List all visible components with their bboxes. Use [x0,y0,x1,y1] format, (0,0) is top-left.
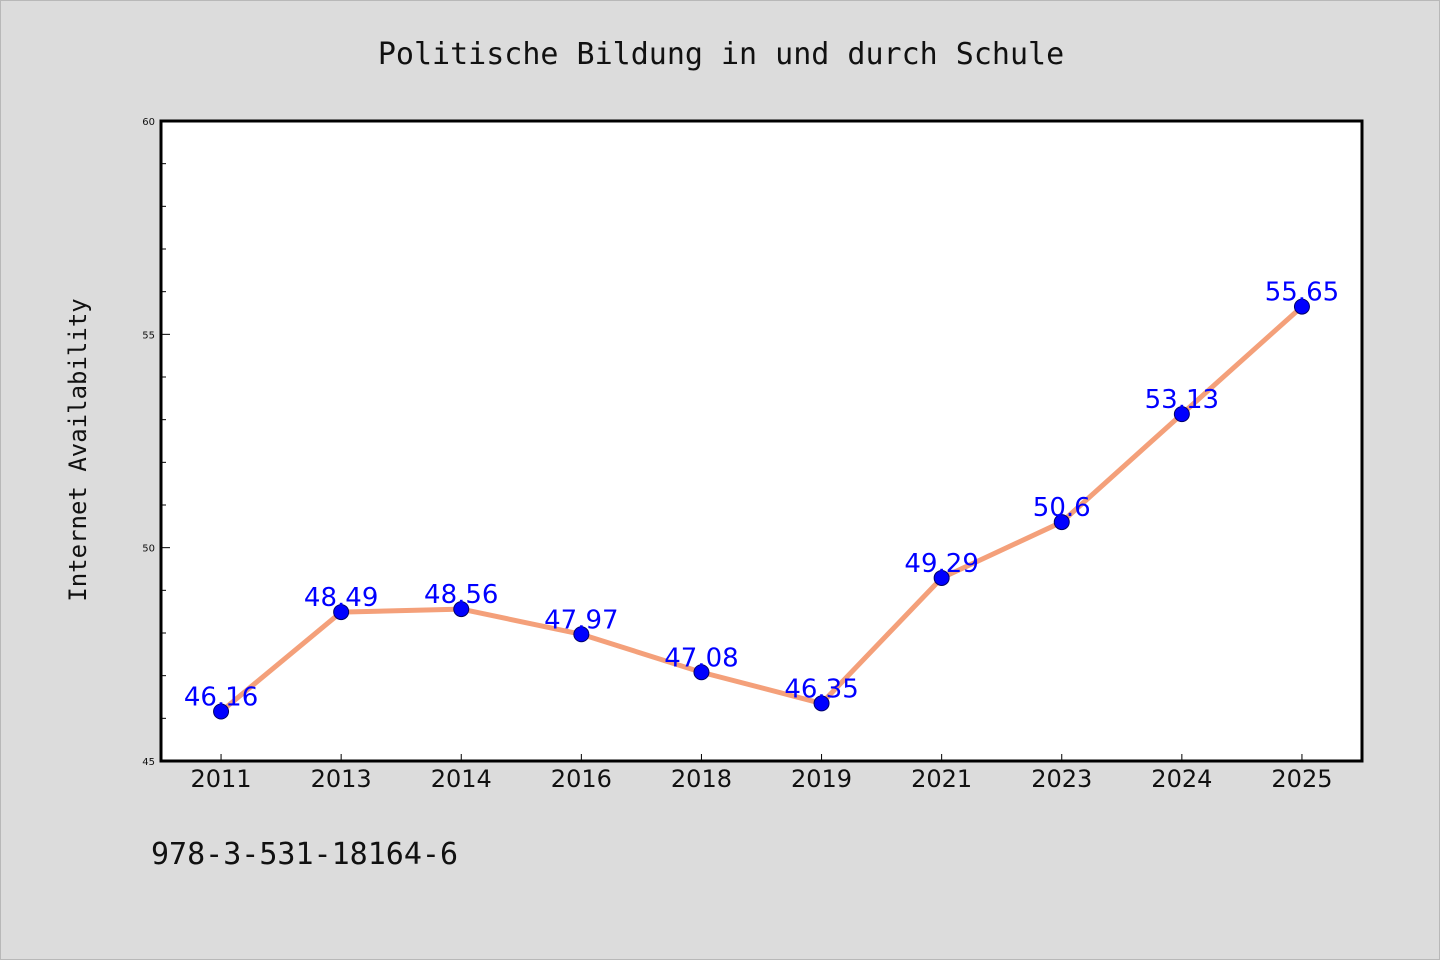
x-tick-label: 2021 [911,765,972,793]
x-tick-label: 2016 [551,765,612,793]
data-label: 47.97 [544,605,618,635]
footnote-isbn: 978-3-531-18164-6 [151,837,458,872]
y-tick-label: 55 [142,330,155,341]
data-point [813,695,830,712]
series-line [218,304,1305,715]
data-label: 47.08 [664,643,738,673]
data-label: 53.13 [1145,385,1219,415]
x-tick-label: 2025 [1271,765,1332,793]
x-tick-label: 2018 [671,765,732,793]
data-point [333,604,350,621]
data-point [1293,298,1310,315]
x-tick-label: 2024 [1151,765,1212,793]
y-tick-label: 50 [142,544,155,555]
plot-area [159,119,1364,763]
data-label: 48.49 [304,583,378,613]
data-point [1173,406,1190,423]
data-point [453,601,470,618]
data-label: 48.56 [424,580,498,610]
series-layer: 46.16 48.49 48.56 47.97 47.08 46.35 49.29 50.6 5… [184,278,1339,720]
chart-title: Politische Bildung in und durch Schule [378,37,1064,72]
y-tick-label: 60 [142,117,155,128]
data-point [933,569,950,586]
data-point [213,703,230,720]
data-label: 49.29 [904,549,978,579]
x-tick-label: 2014 [431,765,492,793]
data-label: 46.35 [784,674,858,704]
y-axis-label: Internet Availability [64,298,92,601]
x-tick-label: 2011 [191,765,252,793]
data-point [1053,514,1070,531]
x-tick-label: 2023 [1031,765,1092,793]
y-tick-label: 45 [142,757,155,768]
data-label: 50.6 [1033,493,1091,523]
x-tick-label: 2013 [311,765,372,793]
data-label: 55.65 [1265,278,1339,308]
y-axis: 45 50 55 60 [142,117,170,768]
data-point [693,664,710,681]
data-label: 46.16 [184,683,258,713]
x-axis: 2011 2013 2014 2016 2018 2019 2021 2023 2024 2025 [191,754,1332,793]
data-point [573,626,590,643]
x-tick-label: 2019 [791,765,852,793]
